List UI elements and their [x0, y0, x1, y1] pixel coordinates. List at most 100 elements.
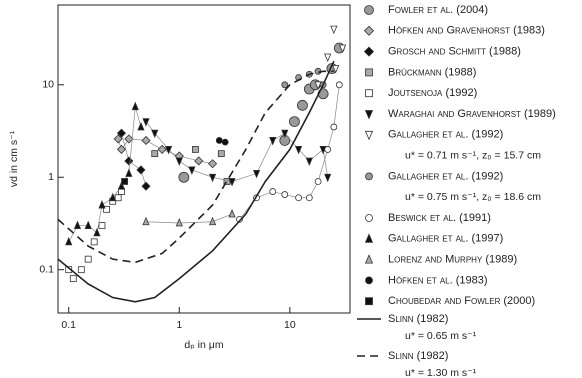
marker — [228, 209, 236, 218]
legend-note: u* = 0.65 m s⁻¹ — [405, 330, 477, 342]
marker — [269, 188, 277, 195]
marker — [131, 101, 139, 111]
marker — [305, 194, 313, 202]
y-tick-label: 10 — [42, 79, 54, 91]
y-tick-label: 1 — [48, 171, 54, 183]
marker — [236, 215, 243, 223]
marker — [252, 170, 261, 179]
marker — [124, 156, 134, 166]
marker — [281, 129, 289, 139]
marker — [124, 134, 134, 144]
x-tick-label: 10 — [284, 319, 296, 331]
legend-label: Lorenz and Murphy (1989) — [388, 254, 517, 266]
marker — [281, 191, 289, 198]
marker — [269, 137, 277, 146]
x-tick-label: 1 — [176, 319, 182, 331]
marker — [314, 81, 322, 90]
marker — [365, 89, 373, 98]
marker — [178, 171, 190, 183]
legend-label: Joutsenoja (1992) — [388, 87, 477, 99]
marker — [295, 194, 302, 202]
marker — [330, 25, 338, 35]
marker — [194, 156, 204, 166]
marker — [324, 173, 332, 183]
legend-label: Waraghai and Gravenhorst (1989) — [388, 108, 556, 120]
marker — [364, 130, 374, 141]
marker — [365, 172, 373, 181]
marker — [221, 138, 229, 146]
marker — [294, 146, 303, 155]
marker — [69, 275, 77, 283]
marker — [65, 236, 73, 246]
connector — [68, 106, 142, 243]
marker — [208, 173, 217, 183]
marker — [125, 168, 133, 177]
legend-label: Fowler et al. (2004) — [388, 4, 488, 16]
marker — [90, 238, 98, 246]
marker — [151, 129, 159, 139]
marker — [84, 220, 92, 229]
legend-label: Höfken et al. (1983) — [388, 274, 488, 286]
legend-label: Beswick et al. (1991) — [388, 212, 491, 224]
connector — [121, 133, 147, 187]
connector — [239, 84, 340, 220]
marker — [324, 53, 332, 62]
marker — [116, 128, 127, 138]
marker — [297, 99, 308, 111]
marker — [137, 121, 145, 131]
marker — [365, 214, 373, 222]
marker — [113, 134, 123, 144]
legend-label: Slinn (1982) — [388, 350, 448, 362]
marker — [157, 144, 167, 154]
marker — [175, 157, 183, 166]
y-axis-label: vd in cm s⁻¹ — [8, 130, 20, 187]
legend-note: u* = 0.71 m s⁻¹, z₀ = 15.7 cm — [405, 149, 541, 161]
marker — [281, 81, 289, 89]
marker — [103, 205, 110, 213]
marker — [114, 194, 122, 202]
marker — [121, 178, 128, 185]
marker — [141, 135, 151, 146]
marker — [364, 5, 374, 15]
marker — [175, 217, 183, 227]
marker — [364, 110, 374, 120]
connector — [145, 213, 233, 224]
marker — [332, 65, 340, 74]
marker — [93, 227, 101, 237]
marker — [365, 297, 373, 306]
marker — [188, 166, 196, 175]
marker — [142, 216, 150, 226]
legend-label: Choubedar and Fowler (2000) — [388, 295, 535, 307]
marker — [330, 123, 338, 131]
marker — [109, 192, 117, 202]
marker — [365, 276, 373, 285]
marker — [164, 146, 173, 155]
x-tick-label: 0.1 — [61, 319, 76, 331]
marker — [98, 222, 106, 229]
marker — [192, 146, 199, 153]
marker — [365, 68, 373, 77]
plot-frame — [57, 4, 351, 314]
marker — [305, 157, 313, 166]
curve — [57, 60, 335, 303]
marker — [98, 200, 106, 209]
legend-label: Grosch and Schmitt (1988) — [388, 46, 521, 58]
y-tick-label: 0.1 — [39, 263, 54, 275]
marker — [314, 178, 322, 185]
marker — [117, 181, 126, 190]
legend-note: u* = 1.30 m s⁻¹ — [405, 367, 477, 378]
marker — [141, 181, 151, 191]
marker — [84, 255, 92, 263]
marker — [364, 254, 374, 264]
marker — [77, 266, 85, 274]
marker — [217, 150, 225, 158]
marker — [207, 159, 218, 169]
marker — [142, 118, 150, 127]
x-axis-label: dₚ in μm — [184, 339, 223, 351]
legend-label: Gallagher et al. (1992) — [388, 170, 503, 182]
marker — [338, 44, 347, 54]
marker — [116, 144, 127, 154]
marker — [73, 220, 82, 229]
marker — [228, 178, 236, 187]
